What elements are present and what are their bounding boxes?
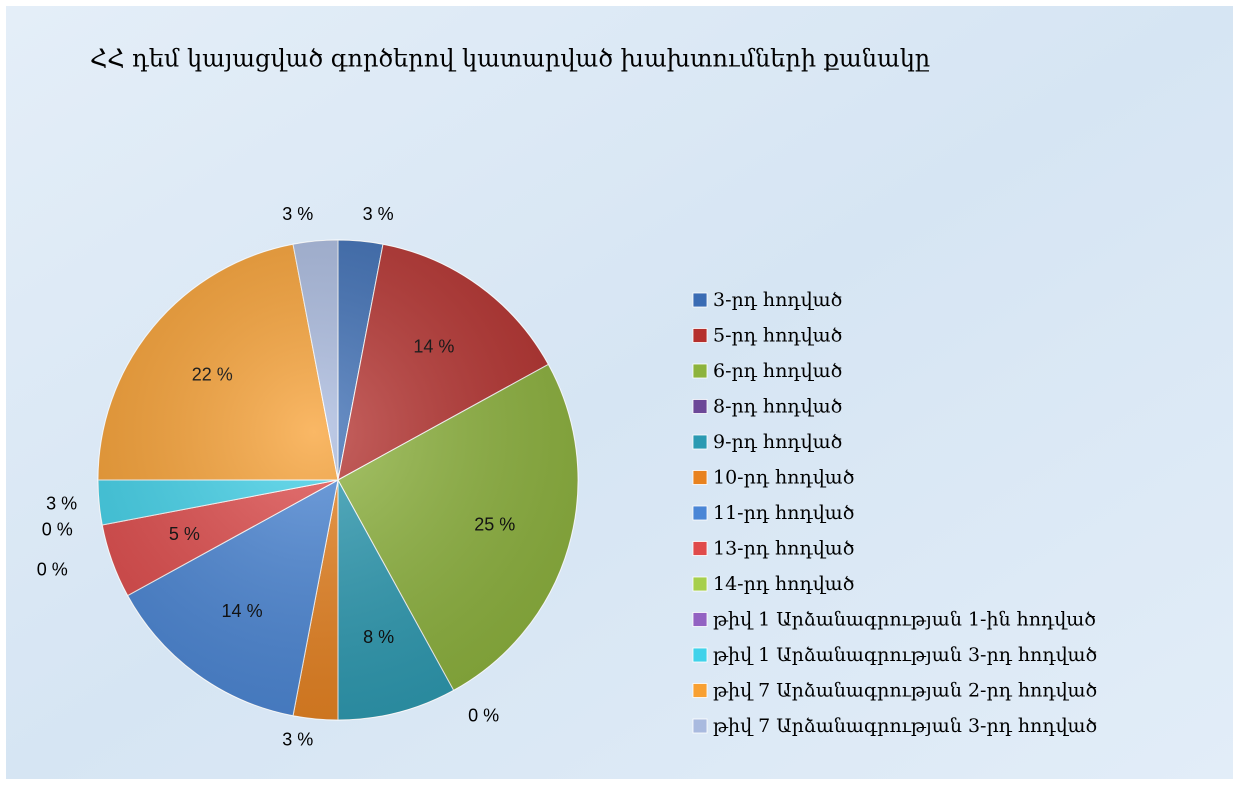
data-label: 3 % [282, 730, 313, 750]
legend-swatch [692, 683, 708, 698]
data-label: 0 % [37, 559, 68, 579]
legend-label: 5-րդ հոդված [713, 325, 842, 347]
legend-swatch [692, 470, 708, 485]
legend-swatch [692, 612, 708, 627]
legend-swatch [692, 647, 708, 663]
legend-label: 13-րդ հոդված [713, 538, 854, 560]
data-label: 3 % [363, 204, 394, 224]
legend-swatch [692, 576, 708, 592]
data-label: 0 % [468, 705, 499, 725]
legend-label: թիվ 1 Արձանագրության 3-րդ հոդված [713, 644, 1097, 666]
legend-label: 6-րդ հոդված [713, 360, 842, 382]
data-label: 22 % [192, 365, 233, 385]
legend-swatch [692, 434, 708, 450]
legend-label: 14-րդ հոդված [713, 573, 854, 595]
legend-label: 3-րդ հոդված [713, 289, 842, 311]
data-label: 14 % [222, 601, 263, 621]
data-label: 8 % [363, 627, 394, 647]
data-label: 25 % [474, 514, 515, 534]
legend-swatch [692, 505, 708, 521]
legend-label: թիվ 7 Արձանագրության 3-րդ հոդված [713, 715, 1097, 737]
data-label: 0 % [42, 519, 73, 539]
legend-swatch [692, 363, 708, 379]
legend-swatch [692, 328, 708, 343]
legend-label: 9-րդ հոդված [713, 431, 842, 453]
chart-title: ՀՀ դեմ կայացված գործերով կատարված խախտու… [90, 45, 930, 73]
legend-label: 8-րդ հոդված [713, 396, 842, 418]
data-label: 14 % [413, 337, 454, 357]
legend-label: 11-րդ հոդված [713, 502, 854, 524]
legend-swatch [692, 718, 708, 734]
legend-swatch [692, 292, 708, 308]
data-label: 3 % [282, 204, 313, 224]
data-label: 5 % [169, 524, 200, 544]
legend-label: թիվ 7 Արձանագրության 2-րդ հոդված [713, 680, 1097, 702]
data-label: 3 % [46, 493, 77, 513]
legend-label: 10-րդ հոդված [713, 467, 854, 489]
legend-swatch [692, 541, 708, 556]
legend-swatch [692, 399, 708, 414]
legend-label: թիվ 1 Արձանագրության 1-ին հոդված [713, 609, 1096, 631]
